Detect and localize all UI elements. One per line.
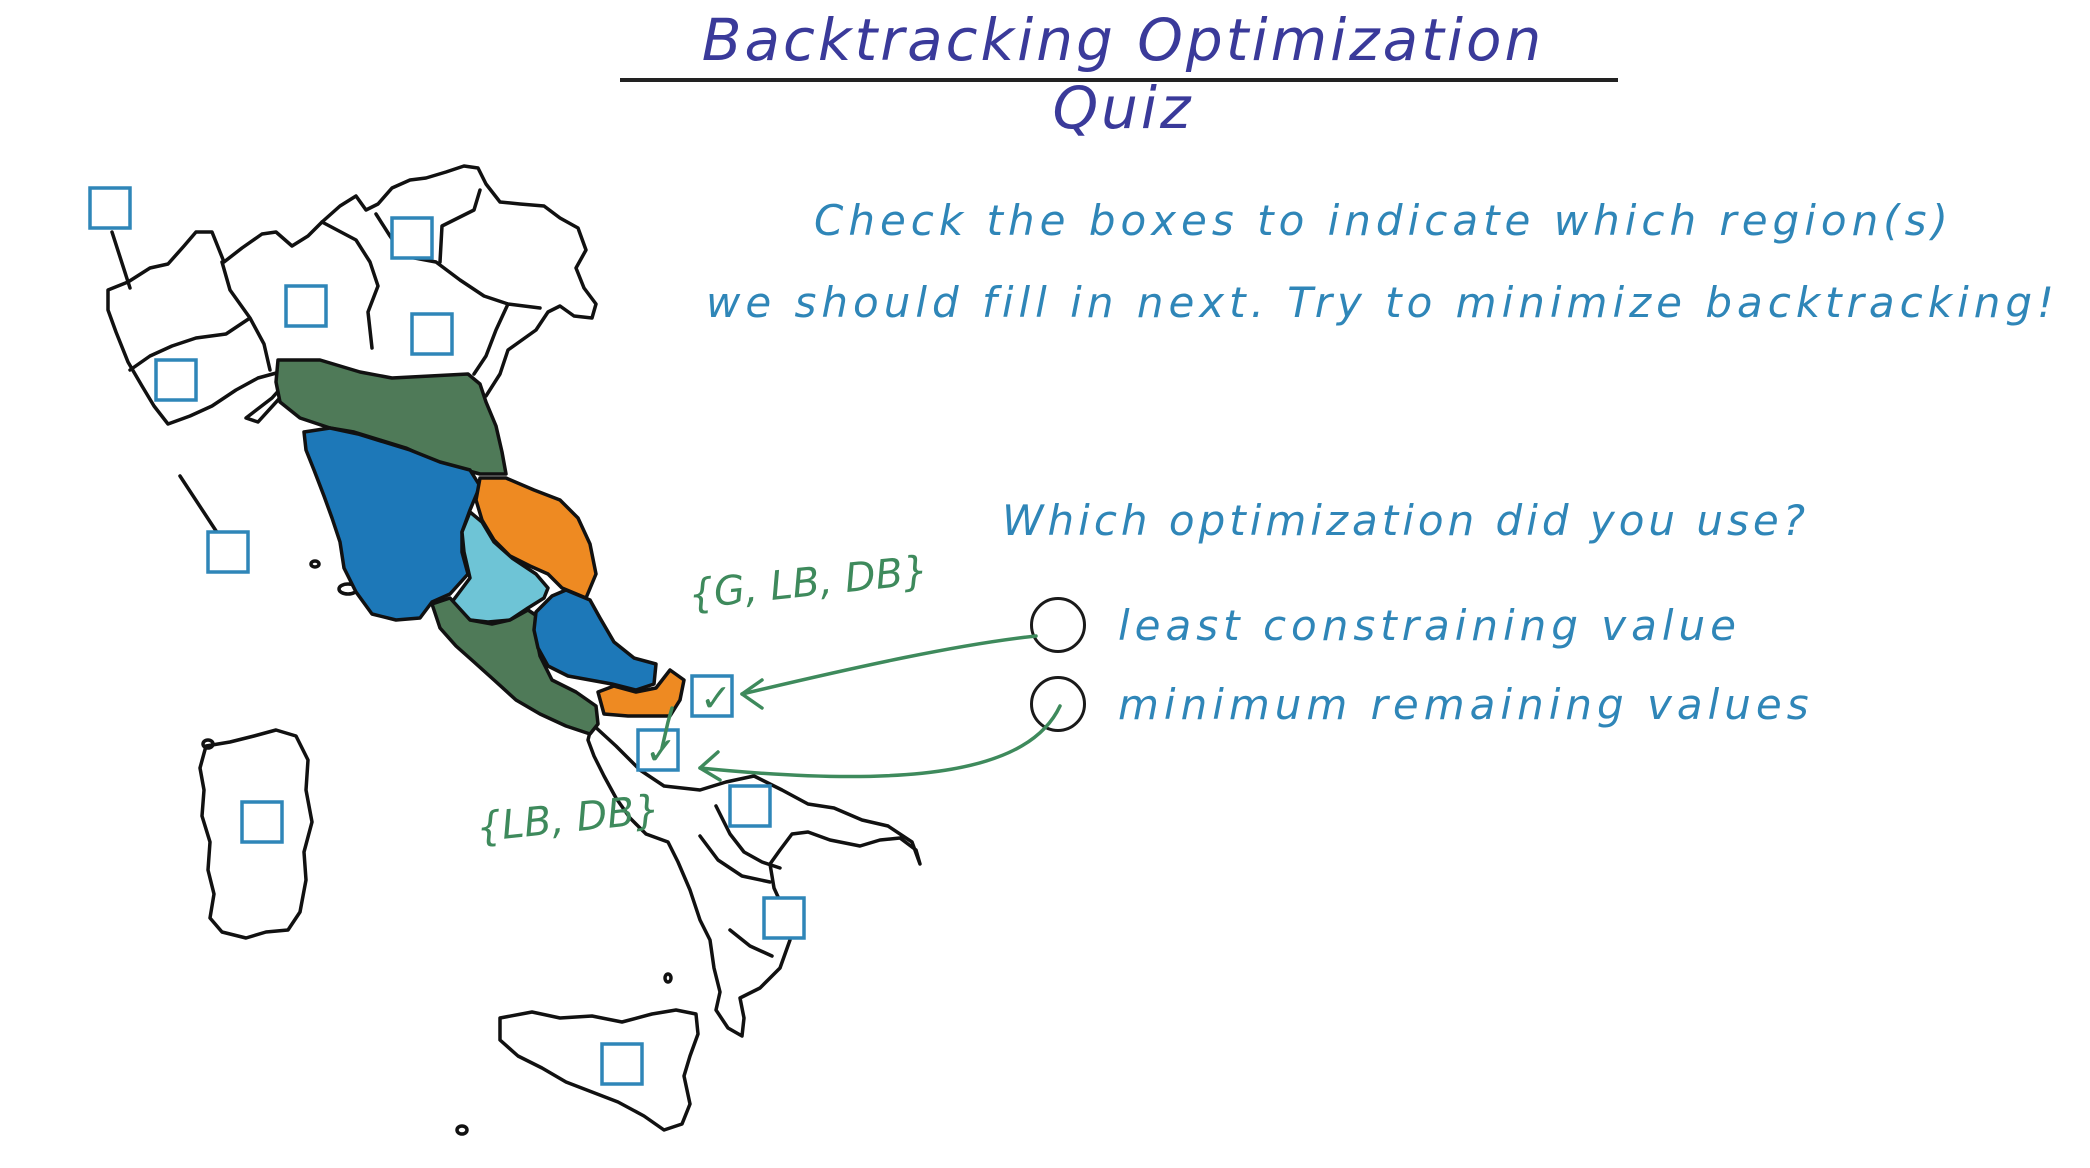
page-title: Backtracking Optimization Quiz xyxy=(701,6,1545,142)
checkbox-campania[interactable] xyxy=(636,728,680,772)
checkbox-lombardy[interactable] xyxy=(284,284,328,328)
radio-button-lcv[interactable] xyxy=(1030,597,1086,653)
region-marche xyxy=(474,476,598,600)
checkbox-piedmont[interactable] xyxy=(154,358,198,402)
option-minimum-remaining-values[interactable]: minimum remaining values xyxy=(1030,672,1814,736)
checkbox-basilicata[interactable] xyxy=(728,784,772,828)
checkbox-calabria[interactable] xyxy=(762,896,806,940)
region-emilia-romagna xyxy=(274,358,508,476)
connector-line-valle-daosta xyxy=(110,230,132,290)
region-umbria xyxy=(450,510,550,624)
region-lazio xyxy=(430,596,600,736)
region-abruzzo xyxy=(532,588,658,692)
checkbox-sardinia[interactable] xyxy=(240,800,284,844)
arrowhead-puglia xyxy=(740,678,764,710)
title-underline xyxy=(620,78,1618,82)
northern-region-borders xyxy=(128,188,542,376)
radio-button-mrv[interactable] xyxy=(1030,676,1086,732)
arrow-lcv-to-puglia xyxy=(740,634,1038,696)
option-label-mrv: minimum remaining values xyxy=(1118,679,1814,729)
checkbox-veneto[interactable] xyxy=(410,312,454,356)
lower-domain-annotation: {LB, DB} xyxy=(474,786,663,852)
island-stromboli xyxy=(663,972,673,984)
option-least-constraining-value[interactable]: least constraining value xyxy=(1030,593,1741,657)
checkbox-sicily[interactable] xyxy=(600,1042,644,1086)
island-giglio xyxy=(337,582,359,596)
checkbox-liguria[interactable] xyxy=(206,530,250,574)
island-pantelleria xyxy=(455,1124,469,1136)
option-label-lcv: least constraining value xyxy=(1118,600,1742,650)
sicily-outline xyxy=(498,1008,700,1132)
region-tuscany xyxy=(302,426,482,622)
arrowhead-campania xyxy=(698,750,722,782)
checkbox-trentino[interactable] xyxy=(390,216,434,260)
island-asinara xyxy=(201,738,215,750)
island-elba xyxy=(309,559,321,569)
region-molise xyxy=(596,668,686,718)
upper-domain-annotation: {G, LB, DB} xyxy=(686,547,931,619)
checkbox-valle-daosta[interactable] xyxy=(88,186,132,230)
checkbox-puglia[interactable] xyxy=(690,674,734,718)
arrow-mrv-to-campania xyxy=(698,704,1062,779)
optimization-question: Which optimization did you use? xyxy=(1002,496,1810,545)
instructions-line-1: Check the boxes to indicate which region… xyxy=(814,196,1953,245)
instructions-line-2: we should fill in next. Try to minimize … xyxy=(706,278,2059,327)
